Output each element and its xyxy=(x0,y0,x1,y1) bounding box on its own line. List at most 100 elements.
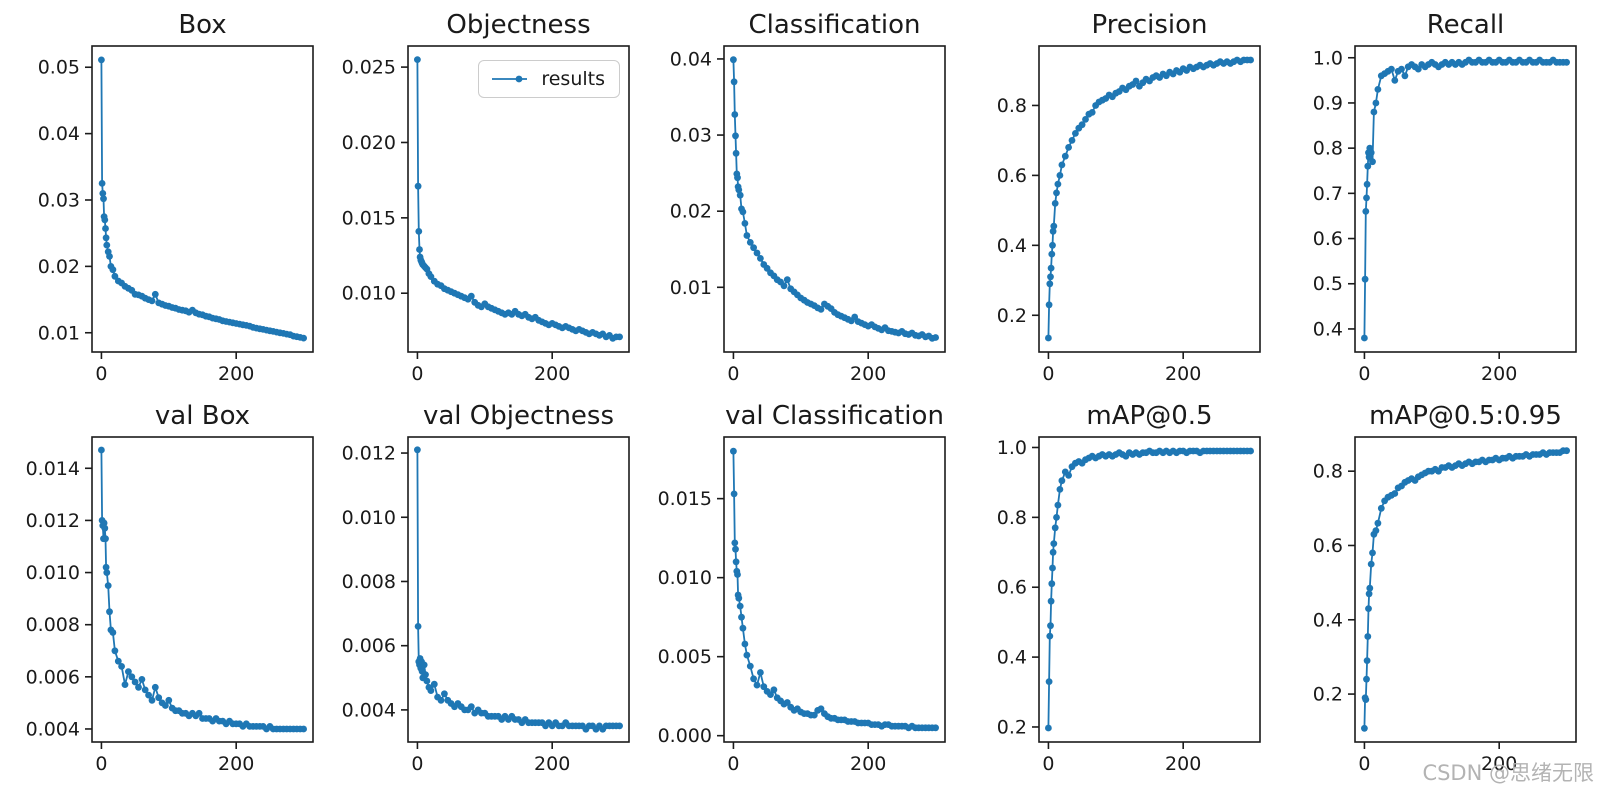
svg-text:0.7: 0.7 xyxy=(1313,183,1343,205)
svg-text:200: 200 xyxy=(218,363,254,385)
subplot-map50-95: mAP@0.5:0.95 0.2 0.4 0.6 0.8 0 200 xyxy=(1277,401,1586,788)
subplot-plot-area: 0.004 0.006 0.008 0.010 0.012 0.014 0 200 xyxy=(26,436,314,775)
subplot-val-classification: val Classification 0.000 0.005 0.010 0.015 0… xyxy=(646,401,955,788)
subplot-plot-area: 0.004 0.006 0.008 0.010 0.012 0 200 xyxy=(342,436,630,775)
svg-text:0.02: 0.02 xyxy=(38,256,80,278)
svg-text:0.012: 0.012 xyxy=(342,443,396,465)
subplot-val-objectness: val Objectness 0.004 0.006 0.008 0.010 0.012… xyxy=(330,401,639,788)
subplot-plot-area: 0.2 0.4 0.6 0.8 1.0 0 200 xyxy=(997,436,1261,775)
legend-box: results xyxy=(478,60,620,98)
svg-text:0.5: 0.5 xyxy=(1313,273,1343,295)
svg-text:200: 200 xyxy=(1165,363,1201,385)
svg-text:0.8: 0.8 xyxy=(997,95,1027,117)
svg-text:0.8: 0.8 xyxy=(1313,461,1343,483)
svg-text:0: 0 xyxy=(1358,753,1370,775)
svg-text:200: 200 xyxy=(850,753,886,775)
svg-text:0.010: 0.010 xyxy=(658,567,712,589)
svg-text:0.03: 0.03 xyxy=(38,189,80,211)
svg-text:0.006: 0.006 xyxy=(26,666,80,688)
legend-label: results xyxy=(541,68,605,90)
svg-text:200: 200 xyxy=(1481,753,1517,775)
svg-text:0: 0 xyxy=(1042,363,1054,385)
svg-text:0.8: 0.8 xyxy=(997,507,1027,529)
subplot-title: mAP@0.5 xyxy=(1086,401,1213,431)
svg-text:0.4: 0.4 xyxy=(997,235,1027,257)
svg-text:0.015: 0.015 xyxy=(342,207,396,229)
subplot-plot-area: 0.010 0.015 0.020 0.025 0 200 xyxy=(342,45,630,385)
svg-text:200: 200 xyxy=(1481,363,1517,385)
subplot-title: Recall xyxy=(1426,10,1505,40)
svg-text:0: 0 xyxy=(95,753,107,775)
svg-text:0.004: 0.004 xyxy=(26,718,80,740)
svg-text:0.012: 0.012 xyxy=(26,510,80,532)
subplot-title: Precision xyxy=(1091,10,1208,40)
svg-text:0: 0 xyxy=(727,753,739,775)
svg-text:0.2: 0.2 xyxy=(997,716,1027,738)
svg-text:0.05: 0.05 xyxy=(38,57,80,79)
subplot-plot-area: 0.4 0.5 0.6 0.7 0.8 0.9 1.0 0 200 xyxy=(1313,45,1577,385)
svg-text:0.2: 0.2 xyxy=(997,305,1027,327)
subplot-plot-area: 0.2 0.4 0.6 0.8 0 200 xyxy=(997,45,1261,385)
svg-text:0.6: 0.6 xyxy=(997,577,1027,599)
subplot-val-box: val Box 0.004 0.006 0.008 0.010 0.012 0.014 0 2… xyxy=(14,401,323,788)
svg-text:200: 200 xyxy=(534,753,570,775)
svg-text:0.008: 0.008 xyxy=(342,571,396,593)
svg-text:0.010: 0.010 xyxy=(26,562,80,584)
svg-text:0.005: 0.005 xyxy=(658,646,712,668)
svg-text:200: 200 xyxy=(1165,753,1201,775)
subplot-title: Box xyxy=(178,10,227,40)
subplot-title: Classification xyxy=(748,10,921,40)
svg-text:0.020: 0.020 xyxy=(342,132,396,154)
svg-text:0.01: 0.01 xyxy=(38,322,80,344)
svg-text:0.2: 0.2 xyxy=(1313,684,1343,706)
svg-text:200: 200 xyxy=(534,363,570,385)
svg-text:0: 0 xyxy=(95,363,107,385)
svg-text:1.0: 1.0 xyxy=(997,437,1027,459)
subplot-title: val Box xyxy=(154,401,251,431)
subplot-classification: Classification 0.01 0.02 0.03 0.04 0 200 xyxy=(646,10,955,398)
watermark: CSDN @思绪无限 xyxy=(1422,761,1594,785)
svg-text:0.8: 0.8 xyxy=(1313,138,1343,160)
svg-text:200: 200 xyxy=(850,363,886,385)
svg-text:0.000: 0.000 xyxy=(658,725,712,747)
svg-text:200: 200 xyxy=(218,753,254,775)
subplot-title: mAP@0.5:0.95 xyxy=(1369,401,1562,431)
svg-text:1.0: 1.0 xyxy=(1313,47,1343,69)
svg-text:0.04: 0.04 xyxy=(38,123,80,145)
subplot-plot-area: 0.000 0.005 0.010 0.015 0 200 xyxy=(658,436,946,775)
subplot-title: val Classification xyxy=(725,401,944,431)
subplot-box: Box 0.01 0.02 0.03 0.04 0.05 0 200 xyxy=(14,10,323,398)
svg-text:0.6: 0.6 xyxy=(1313,535,1343,557)
subplot-recall: Recall 0.4 0.5 0.6 0.7 0.8 0.9 1.0 0 200 xyxy=(1277,10,1586,398)
subplot-title: Objectness xyxy=(446,10,591,40)
svg-text:0.010: 0.010 xyxy=(342,283,396,305)
svg-text:0: 0 xyxy=(1358,363,1370,385)
svg-text:0.010: 0.010 xyxy=(342,507,396,529)
subplot-plot-area: 0.2 0.4 0.6 0.8 0 200 xyxy=(1313,436,1577,775)
svg-text:0.4: 0.4 xyxy=(1313,318,1343,340)
svg-text:0: 0 xyxy=(1042,753,1054,775)
legend-line-marker-icon xyxy=(492,75,528,83)
svg-text:0.4: 0.4 xyxy=(1313,609,1343,631)
subplot-plot-area: 0.01 0.02 0.03 0.04 0 200 xyxy=(670,45,946,385)
svg-text:0.4: 0.4 xyxy=(997,647,1027,669)
svg-text:0.015: 0.015 xyxy=(658,488,712,510)
svg-text:0.04: 0.04 xyxy=(670,48,712,70)
svg-text:0.6: 0.6 xyxy=(1313,228,1343,250)
svg-text:0.014: 0.014 xyxy=(26,458,80,480)
svg-text:0.01: 0.01 xyxy=(670,277,712,299)
svg-text:0.006: 0.006 xyxy=(342,635,396,657)
svg-text:0.008: 0.008 xyxy=(26,614,80,636)
svg-text:0.6: 0.6 xyxy=(997,165,1027,187)
svg-text:0.004: 0.004 xyxy=(342,699,396,721)
subplot-plot-area: 0.01 0.02 0.03 0.04 0.05 0 200 xyxy=(38,45,314,385)
subplot-map50: mAP@0.5 0.2 0.4 0.6 0.8 1.0 0 200 xyxy=(961,401,1270,788)
svg-text:0.9: 0.9 xyxy=(1313,92,1343,114)
subplot-title: val Objectness xyxy=(422,401,615,431)
svg-text:0.025: 0.025 xyxy=(342,57,396,79)
svg-text:0: 0 xyxy=(411,363,423,385)
subplot-objectness: Objectness 0.010 0.015 0.020 0.025 0 200 resu… xyxy=(330,10,639,398)
svg-text:0: 0 xyxy=(727,363,739,385)
subplot-precision: Precision 0.2 0.4 0.6 0.8 0 200 xyxy=(961,10,1270,398)
